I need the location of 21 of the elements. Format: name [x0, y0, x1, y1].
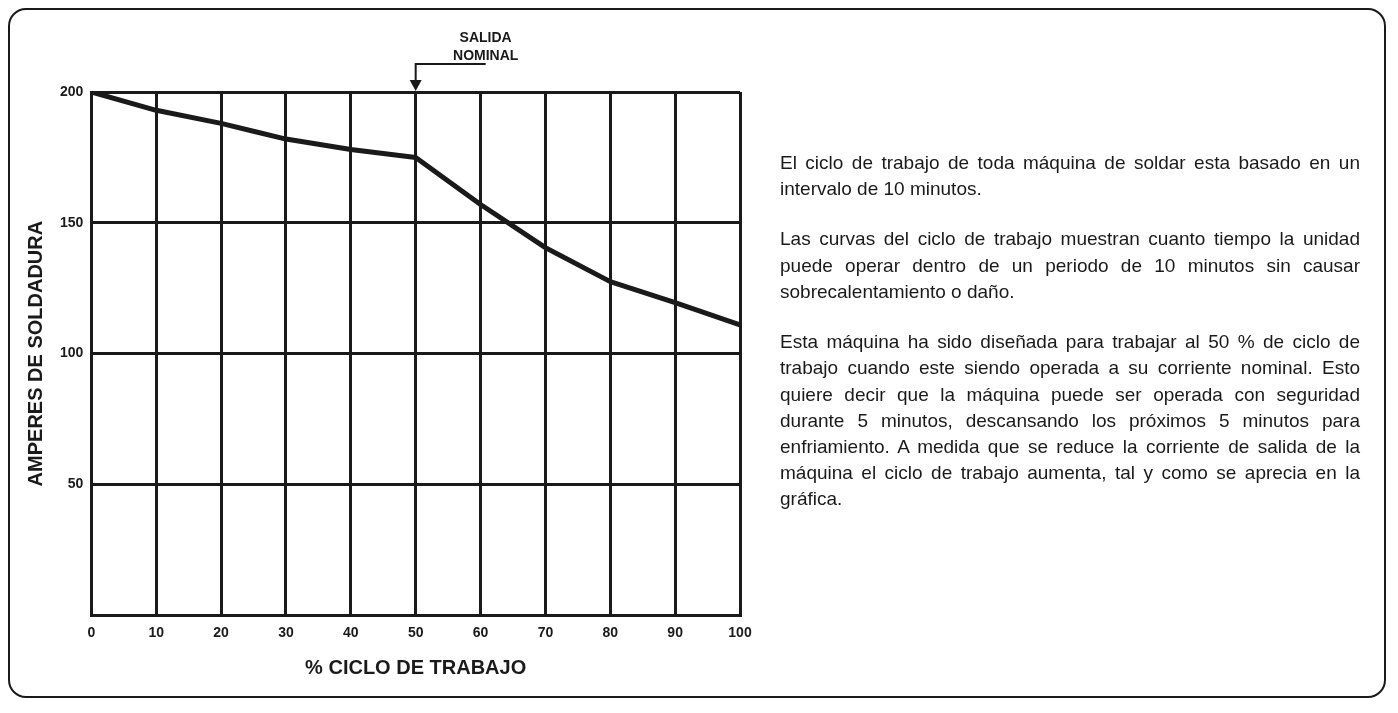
y-tick-label: 150: [60, 213, 84, 230]
y-axis-title: AMPERES DE SOLDADURA: [23, 220, 46, 487]
text: El ciclo de trabajo de toda máquina de soldar esta basado en un intervalo de 10 minutos.: [780, 151, 1360, 202]
text: SALIDA NOMINAL: [453, 29, 519, 63]
y-tick-label: 50: [67, 475, 84, 492]
x-tick-label: 80: [602, 624, 619, 641]
text: Esta máquina ha sido diseñada para trabajar al 50 % de ciclo de trabajo cuando este siendo operada a su corriente nominal. Esto quiere decir que la máquina puede ser operada con seguridad durante 5 minutos, descansando los próximos 5 minutos para enfriamiento. A medida que se reduce la corriente de salida de la máquina el ciclo de trabajo aumenta, tal y como se aprecia en la gráfica.: [780, 330, 1360, 512]
y-tick-label: 200: [60, 82, 84, 99]
y-tick-label: 100: [60, 344, 84, 361]
text: Las curvas del ciclo de trabajo muestran cuanto tiempo la unidad puede operar dentro de un periodo de 10 minutos sin causar sobrecalentamiento o daño.: [780, 227, 1360, 304]
x-tick-label: 20: [213, 624, 230, 641]
x-tick-label: 40: [343, 624, 359, 641]
x-axis-title: % CICLO DE TRABAJO: [305, 655, 527, 678]
x-tick-label: 30: [278, 624, 294, 641]
x-tick-label: 90: [667, 624, 684, 641]
x-tick-label: 10: [148, 624, 165, 641]
x-tick-label: 60: [472, 624, 489, 641]
x-tick-label: 70: [537, 624, 554, 641]
x-tick-label: 100: [728, 624, 752, 641]
x-tick-label: 0: [87, 624, 96, 641]
x-tick-label: 50: [407, 624, 424, 641]
